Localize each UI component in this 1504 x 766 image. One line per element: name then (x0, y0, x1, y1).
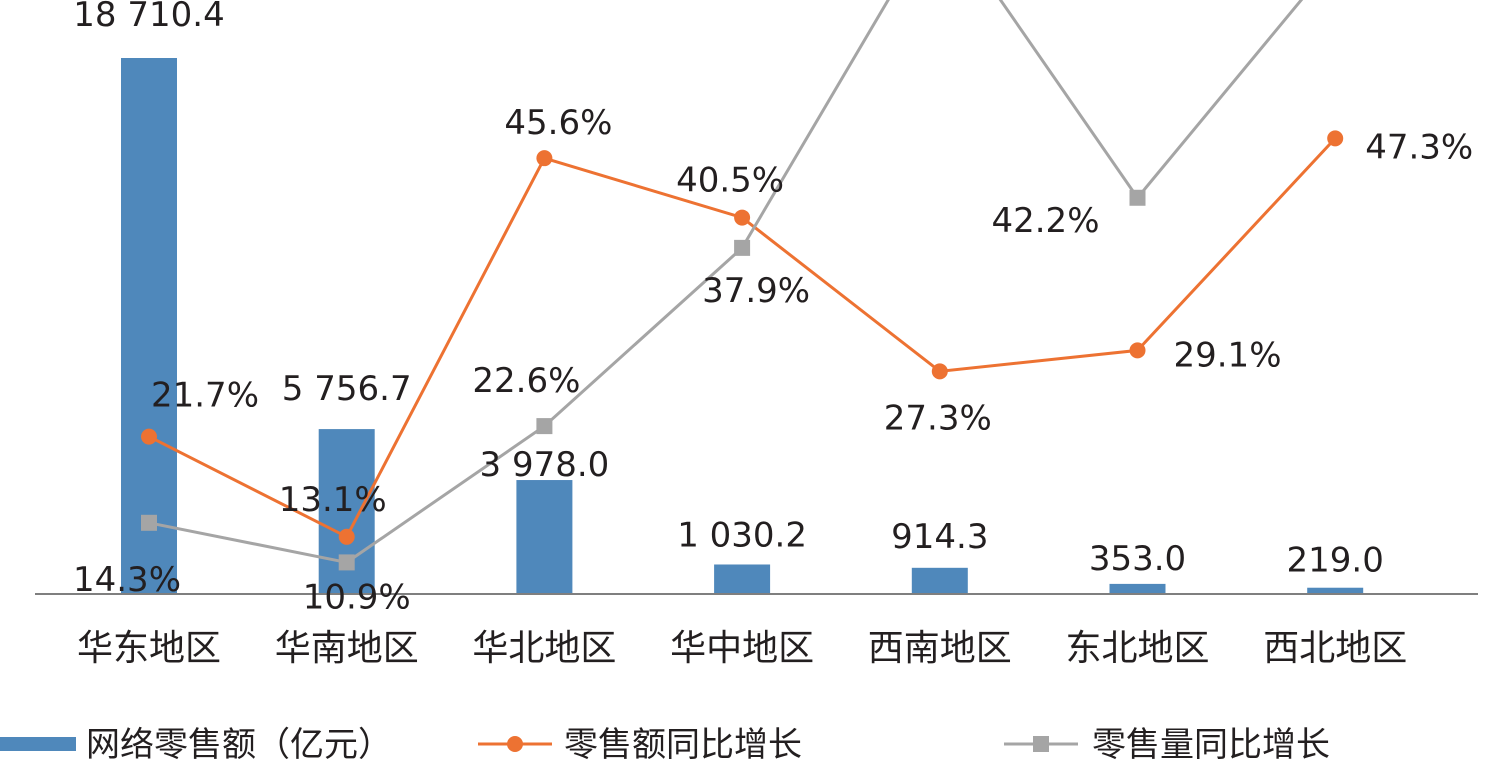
series-2-point (536, 418, 553, 435)
bar-value-label: 18 710.4 (73, 0, 224, 35)
bar-value-label: 1 030.2 (677, 515, 807, 555)
bar-3 (516, 480, 573, 594)
bar-4 (714, 564, 771, 594)
series-2-label: 42.2% (991, 201, 1099, 241)
legend-marker (507, 736, 523, 752)
legend-marker (1033, 736, 1049, 752)
series-1-point (536, 150, 553, 167)
series-1-label: 27.3% (884, 398, 992, 438)
series-1-point (734, 209, 751, 226)
bar-1 (121, 58, 177, 594)
bar-value-label: 3 978.0 (480, 445, 610, 485)
series-2-label: 22.6% (472, 361, 580, 401)
series-1-label: 13.1% (279, 480, 387, 520)
series-2-label: 14.3% (73, 560, 181, 600)
bar-value-label: 219.0 (1287, 541, 1384, 581)
series-1-label: 40.5% (676, 161, 784, 201)
category-label: 华东地区 (77, 628, 221, 669)
bar-5 (911, 567, 968, 594)
series-1-label: 47.3% (1365, 127, 1473, 167)
series-2-point (338, 554, 355, 571)
series-2-point (141, 514, 157, 531)
series-2-point (734, 239, 751, 256)
category-label: 东北地区 (1065, 628, 1209, 669)
series-1-label: 29.1% (1173, 335, 1281, 375)
series-1-label: 45.6% (504, 103, 612, 143)
category-label: 华北地区 (472, 628, 616, 669)
line-label-group: 21.7% 13.1% 45.6% 40.5% 27.3% 29.1% 47.3% 14.3%… (73, 103, 1473, 617)
legend-bar-swatch (0, 737, 76, 751)
series-2-label: 37.9% (702, 271, 810, 311)
series-2-label: 10.9% (303, 577, 411, 617)
legend-line-label: 零售量同比增长 (1092, 725, 1330, 765)
bar-value-label: 5 756.7 (282, 369, 412, 409)
bar-group (121, 58, 1364, 594)
bar-6 (1109, 583, 1166, 594)
series-1-label: 21.7% (151, 376, 259, 416)
legend-bar-label: 网络零售额（亿元） (86, 725, 392, 765)
category-label: 西北地区 (1263, 628, 1407, 669)
series-1-point (141, 428, 157, 445)
series-1-point (1129, 342, 1146, 359)
category-label: 华南地区 (275, 628, 419, 669)
series-1-point (338, 528, 355, 545)
line-group (141, 0, 1344, 571)
category-label-group: 华东地区 华南地区 华北地区 华中地区 西南地区 东北地区 西北地区 (77, 628, 1407, 669)
series-1-point (931, 363, 948, 380)
category-label: 西南地区 (868, 628, 1012, 669)
series-1-point (1327, 130, 1344, 147)
bar-value-label: 914.3 (891, 517, 988, 557)
legend: 网络零售额（亿元） 零售额同比增长 零售量同比增长 (0, 725, 1330, 765)
bar-value-label: 353.0 (1089, 539, 1186, 579)
category-label: 华中地区 (670, 628, 814, 669)
bar-7 (1307, 587, 1364, 594)
legend-line-label: 零售额同比增长 (564, 725, 802, 765)
series-2-point (1129, 189, 1146, 206)
bar-label-group: 18 710.4 5 756.7 3 978.0 1 030.2 914.3 353.0 2… (73, 0, 1384, 581)
